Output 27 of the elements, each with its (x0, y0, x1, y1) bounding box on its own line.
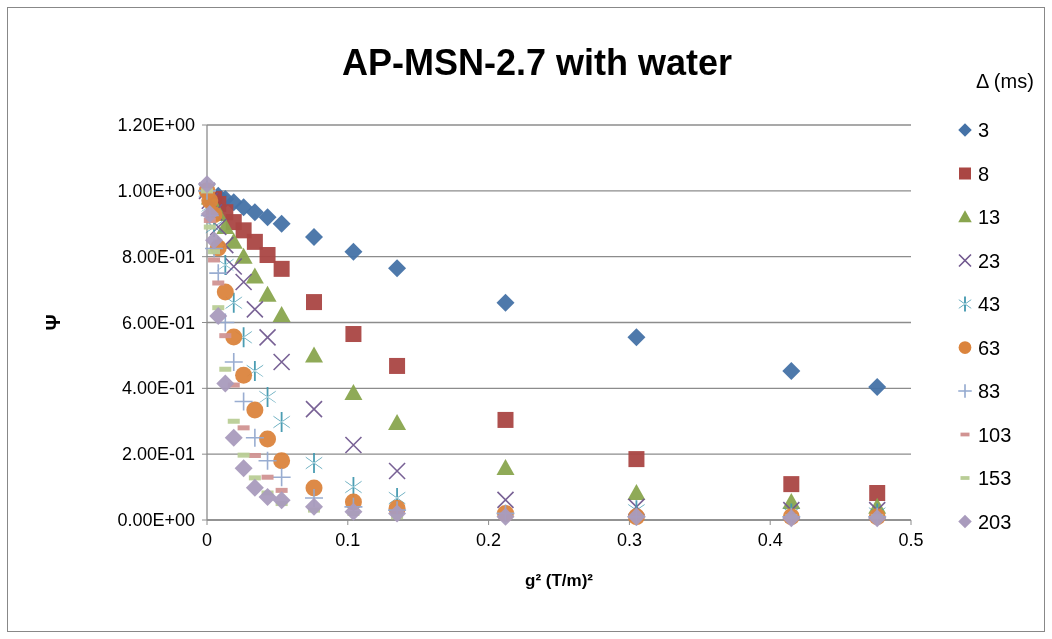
y-tick-label: 6.00E-01 (121, 312, 195, 333)
y-axis-title: Ψ (42, 314, 64, 331)
x-axis-title: g² (T/m)² (525, 571, 594, 590)
x-tick-label: 0.2 (476, 530, 502, 550)
legend-label: 83 (978, 380, 1001, 402)
y-tick-label: 0.00E+00 (117, 510, 195, 530)
legend-label: 153 (978, 467, 1012, 489)
legend-label: 13 (978, 206, 1001, 228)
x-tick-label: 0 (201, 530, 213, 550)
legend-label: 23 (978, 249, 1001, 272)
x-tick-label: 0.1 (335, 530, 361, 550)
y-tick-label: 8.00E-01 (121, 246, 195, 267)
x-tick-label: 0.3 (616, 530, 642, 550)
y-tick-label: 2.00E-01 (121, 444, 195, 465)
y-tick-label: 1.00E+00 (117, 180, 195, 201)
y-tick-label: 1.20E+00 (117, 115, 195, 135)
legend-label: 3 (978, 119, 990, 141)
x-tick-label: 0.5 (898, 530, 924, 550)
chart-title: AP-MSN-2.7 with water (341, 42, 733, 83)
legend-label: 103 (978, 423, 1012, 446)
y-tick-label: 4.00E-01 (121, 378, 195, 399)
legend-label: 203 (978, 510, 1012, 533)
legend-label: 8 (978, 162, 990, 185)
legend-title: Δ (ms) (976, 70, 1034, 92)
legend-label: 63 (978, 336, 1001, 359)
x-tick-label: 0.4 (757, 530, 783, 550)
legend-label: 43 (978, 293, 1001, 315)
